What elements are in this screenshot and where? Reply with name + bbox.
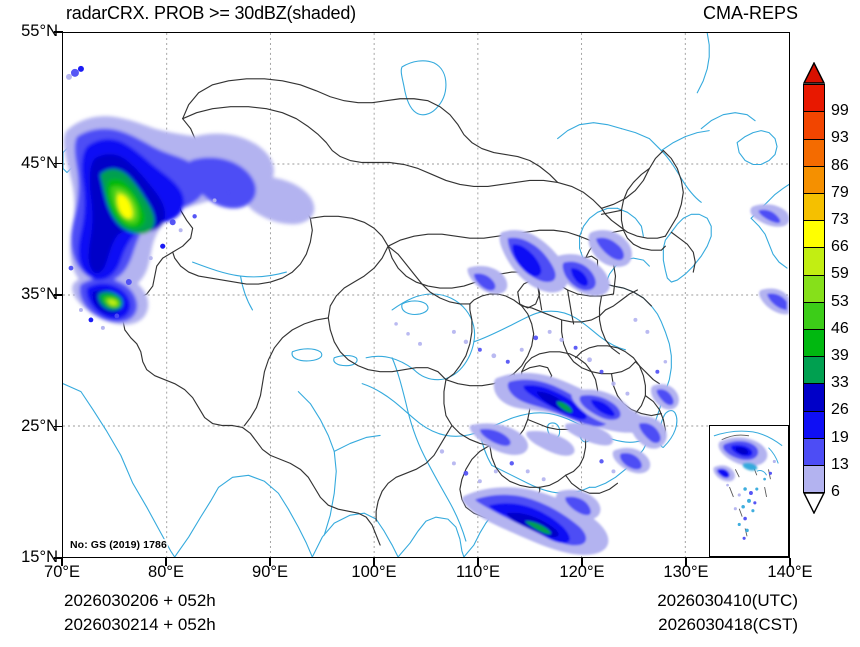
x-axis-tick	[373, 558, 375, 566]
colorbar-band	[803, 220, 825, 249]
colorbar-tick-label: 46	[831, 319, 849, 337]
colorbar-band	[803, 111, 825, 140]
init-time-utc: 2026030206 + 052h	[64, 591, 216, 610]
x-axis-tick	[477, 558, 479, 566]
colorbar-band	[803, 138, 825, 167]
colorbar-band	[803, 383, 825, 412]
x-axis-tick	[165, 558, 167, 566]
x-axis-tick	[269, 558, 271, 566]
y-axis-label: 15°N	[21, 548, 58, 566]
x-axis-label: 130°E	[663, 563, 709, 581]
colorbar-band	[803, 274, 825, 303]
y-axis-tick	[54, 557, 63, 559]
x-axis-tick	[685, 558, 687, 566]
model-name-label: CMA-REPS	[702, 3, 798, 23]
x-axis-label: 100°E	[351, 563, 397, 581]
x-axis-label: 120°E	[559, 563, 605, 581]
colorbar: 6 13 19 26 33 39 46 53 59 66 73 79 86 93 99	[803, 62, 849, 514]
x-axis-label: 70°E	[44, 563, 80, 581]
colorbar-tick-label: 19	[831, 428, 849, 446]
y-axis-tick	[54, 31, 63, 33]
colorbar-band	[803, 328, 825, 358]
south-china-sea-inset	[709, 425, 789, 557]
x-axis-label: 140°E	[767, 563, 813, 581]
map-canvas: No: GS (2019) 1786	[63, 33, 789, 557]
colorbar-band	[803, 247, 825, 276]
colorbar-tick-label: 13	[831, 455, 849, 473]
y-axis-label: 25°N	[21, 416, 58, 435]
inset-map	[713, 430, 783, 540]
init-time-cst: 2026030214 + 052h	[64, 615, 216, 634]
colorbar-band	[803, 165, 825, 194]
colorbar-tick-label: 86	[831, 156, 849, 174]
colorbar-under-arrow	[803, 492, 825, 514]
colorbar-tick-label: 99	[831, 102, 849, 120]
y-axis-label: 55°N	[21, 22, 58, 40]
colorbar-band	[803, 301, 825, 330]
colorbar-tick-label: 26	[831, 401, 849, 419]
colorbar-band	[803, 410, 825, 439]
colorbar-tick-label: 73	[831, 211, 849, 228]
valid-time-utc: 2026030410(UTC)	[657, 591, 798, 610]
colorbar-band	[803, 84, 825, 113]
colorbar-tick-label: 33	[831, 374, 849, 392]
colorbar-tick-label: 66	[831, 238, 849, 256]
radar-probability-shading	[63, 65, 789, 555]
x-axis-label: 110°E	[456, 563, 500, 581]
colorbar-band	[803, 192, 825, 222]
colorbar-band	[803, 437, 825, 466]
colorbar-over-arrow	[803, 62, 825, 84]
y-axis-label: 45°N	[21, 153, 58, 172]
colorbar-band	[803, 464, 825, 494]
y-axis-tick	[54, 162, 63, 165]
x-axis-label: 80°E	[148, 563, 184, 581]
colorbar-tick-label: 6	[831, 483, 840, 500]
x-axis-tick	[789, 558, 791, 566]
colorbar-band	[803, 356, 825, 385]
y-axis-tick	[54, 425, 63, 428]
colorbar-tick-label: 59	[831, 265, 849, 283]
colorbar-tick-label: 39	[831, 347, 849, 364]
y-axis-tick	[54, 294, 63, 296]
colorbar-tick-label: 79	[831, 183, 849, 201]
valid-time-cst: 2026030418(CST)	[658, 615, 798, 634]
x-axis-tick	[581, 558, 583, 566]
map-plot-area: No: GS (2019) 1786	[62, 32, 790, 558]
colorbar-tick-label: 93	[831, 129, 849, 147]
x-axis-label: 90°E	[252, 563, 288, 581]
map-attribution: No: GS (2019) 1786	[69, 539, 168, 551]
x-axis-tick	[61, 558, 63, 566]
y-axis-label: 35°N	[21, 285, 58, 303]
chart-title: radarCRX. PROB >= 30dBZ(shaded)	[66, 3, 356, 23]
colorbar-tick-label: 53	[831, 292, 849, 310]
